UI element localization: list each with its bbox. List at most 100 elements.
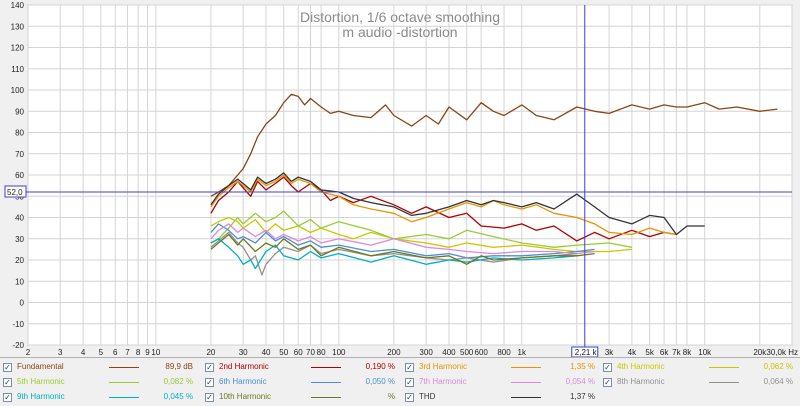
legend-series-name: 8th Harmonic [617, 377, 665, 386]
x-tick-label: 80 [317, 348, 326, 357]
y-tick-label: -20 [12, 341, 24, 350]
legend-item[interactable]: ✓ THD 1,37 % [405, 391, 600, 405]
legend-series-value: 0,045 % [163, 392, 193, 401]
legend-color-swatch [511, 367, 541, 368]
x-tick-label: 1k [518, 348, 527, 357]
legend-checkbox[interactable]: ✓ [603, 363, 612, 372]
legend-checkbox[interactable]: ✓ [405, 393, 414, 402]
chart-subtitle: m audio -distortion [342, 24, 457, 40]
x-tick-label: 9 [145, 348, 150, 357]
legend-checkbox[interactable]: ✓ [603, 378, 612, 387]
x-tick-label: 4 [81, 348, 86, 357]
x-tick-label: 8 [136, 348, 141, 357]
series-5th-harmonic-line [210, 210, 633, 248]
legend-series-name: 10th Harmonic [219, 392, 272, 401]
legend-series-name: 4th Harmonic [617, 362, 665, 371]
x-tick-label: 500 [460, 348, 474, 357]
legend-checkbox[interactable]: ✓ [3, 378, 12, 387]
y-tick-label: 40 [15, 214, 24, 223]
legend-series-name: 9th Harmonic [17, 392, 65, 401]
series-lines [210, 93, 778, 276]
series-6th-harmonic-line [210, 223, 595, 259]
legend-color-swatch [709, 367, 739, 368]
legend-item[interactable]: ✓ 6th Harmonic 0,050 % [205, 376, 400, 390]
legend-item[interactable]: ✓ 2nd Harmonic 0,190 % [205, 361, 400, 375]
y-tick-label: 10 [15, 277, 24, 286]
legend-series-name: 3rd Harmonic [419, 362, 468, 371]
legend-series-value: 0,054 % [565, 377, 595, 386]
x-tick-label: 5 [99, 348, 104, 357]
legend-item[interactable]: ✓ 10th Harmonic% [205, 391, 400, 405]
series-thd-line [210, 172, 705, 236]
x-tick-label: 200 [387, 348, 401, 357]
y-tick-label: -10 [12, 320, 24, 329]
legend-checkbox[interactable]: ✓ [405, 363, 414, 372]
x-tick-label: 60 [294, 348, 303, 357]
x-tick-label: 4k [628, 348, 637, 357]
legend-checkbox[interactable]: ✓ [205, 363, 214, 372]
x-tick-label: 30,0k Hz [766, 348, 798, 357]
legend-checkbox[interactable]: ✓ [205, 378, 214, 387]
legend-color-swatch [109, 367, 139, 368]
x-axis-ticks: 2 3 4 5 6 7 8 9 10 20 30 40 50 60 70 80 100 200 300 400 500 6… [26, 348, 798, 357]
y-tick-label: 110 [11, 65, 24, 74]
series-fundamental-line [210, 93, 778, 197]
series-8th-harmonic-line [210, 231, 577, 276]
series-9th-harmonic-line [210, 238, 577, 270]
series-10th-harmonic-line [210, 233, 595, 265]
cursor-y-readout-box [4, 185, 27, 198]
legend-checkbox[interactable]: ✓ [205, 393, 214, 402]
legend-series-name: 7th Harmonic [419, 377, 467, 386]
x-tick-label: 20k [753, 348, 767, 357]
legend-series-value: % [387, 392, 395, 401]
x-tick-label: 5k [645, 348, 654, 357]
x-tick-label: 100 [332, 348, 346, 357]
legend-series-name: 2nd Harmonic [219, 362, 269, 371]
legend-item[interactable]: ✓ 5th Harmonic 0,082 % [3, 376, 198, 390]
y-tick-label: 60 [15, 171, 24, 180]
legend-color-swatch [511, 382, 541, 383]
legend-color-swatch [311, 382, 341, 383]
legend-checkbox[interactable]: ✓ [405, 378, 414, 387]
legend-item[interactable]: ✓ 4th Harmonic 0,062 % [603, 361, 798, 375]
x-tick-label: 7k [672, 348, 681, 357]
legend-item[interactable]: ✓ 7th Harmonic 0,054 % [405, 376, 600, 390]
x-tick-label: 2 [26, 348, 31, 357]
legend-checkbox[interactable]: ✓ [3, 393, 12, 402]
distortion-chart: -20-100102030405060708090100110120130140… [4, 1, 798, 357]
legend-checkbox[interactable]: ✓ [3, 363, 12, 372]
legend-series-name: 6th Harmonic [219, 377, 267, 386]
y-tick-label: 0 [20, 299, 25, 308]
x-tick-label: 10k [698, 348, 712, 357]
y-tick-label: 140 [11, 1, 25, 10]
y-tick-label: 20 [15, 256, 24, 265]
legend-item[interactable]: ✓ 8th Harmonic 0,064 % [603, 376, 798, 390]
legend-series-name: Fundamental [17, 362, 64, 371]
y-tick-label: 80 [15, 129, 24, 138]
legend-series-value: 0,190 % [365, 362, 395, 371]
legend-series-value: 1,37 % [570, 392, 595, 401]
legend-item[interactable]: ✓ Fundamental 89,9 dB [3, 361, 198, 375]
legend-item[interactable]: ✓ 9th Harmonic 0,045 % [3, 391, 198, 405]
y-tick-label: 130 [11, 22, 25, 31]
chart-title: Distortion, 1/6 octave smoothing [300, 9, 500, 25]
series-3rd-harmonic-line [210, 174, 677, 236]
x-tick-label: 3k [605, 348, 614, 357]
cursor[interactable]: 52,0 2,21 k [4, 5, 792, 357]
legend-color-swatch [709, 382, 739, 383]
series-2nd-harmonic-line [210, 176, 677, 242]
x-tick-label: 10 [151, 348, 160, 357]
legend-color-swatch [311, 367, 341, 368]
x-tick-label: 400 [442, 348, 456, 357]
series-7th-harmonic-line [210, 223, 595, 255]
legend-series-value: 89,9 dB [165, 362, 193, 371]
y-tick-label: 120 [11, 44, 25, 53]
y-tick-label: 30 [15, 235, 24, 244]
x-tick-label: 600 [475, 348, 489, 357]
y-axis-ticks: -20-100102030405060708090100110120130140 [11, 1, 25, 350]
legend-item[interactable]: ✓ 3rd Harmonic 1,35 % [405, 361, 600, 375]
y-tick-label: 90 [15, 107, 24, 116]
x-tick-label: 6k [660, 348, 669, 357]
cursor-y-readout: 52,0 [7, 188, 23, 197]
x-tick-label: 50 [279, 348, 288, 357]
